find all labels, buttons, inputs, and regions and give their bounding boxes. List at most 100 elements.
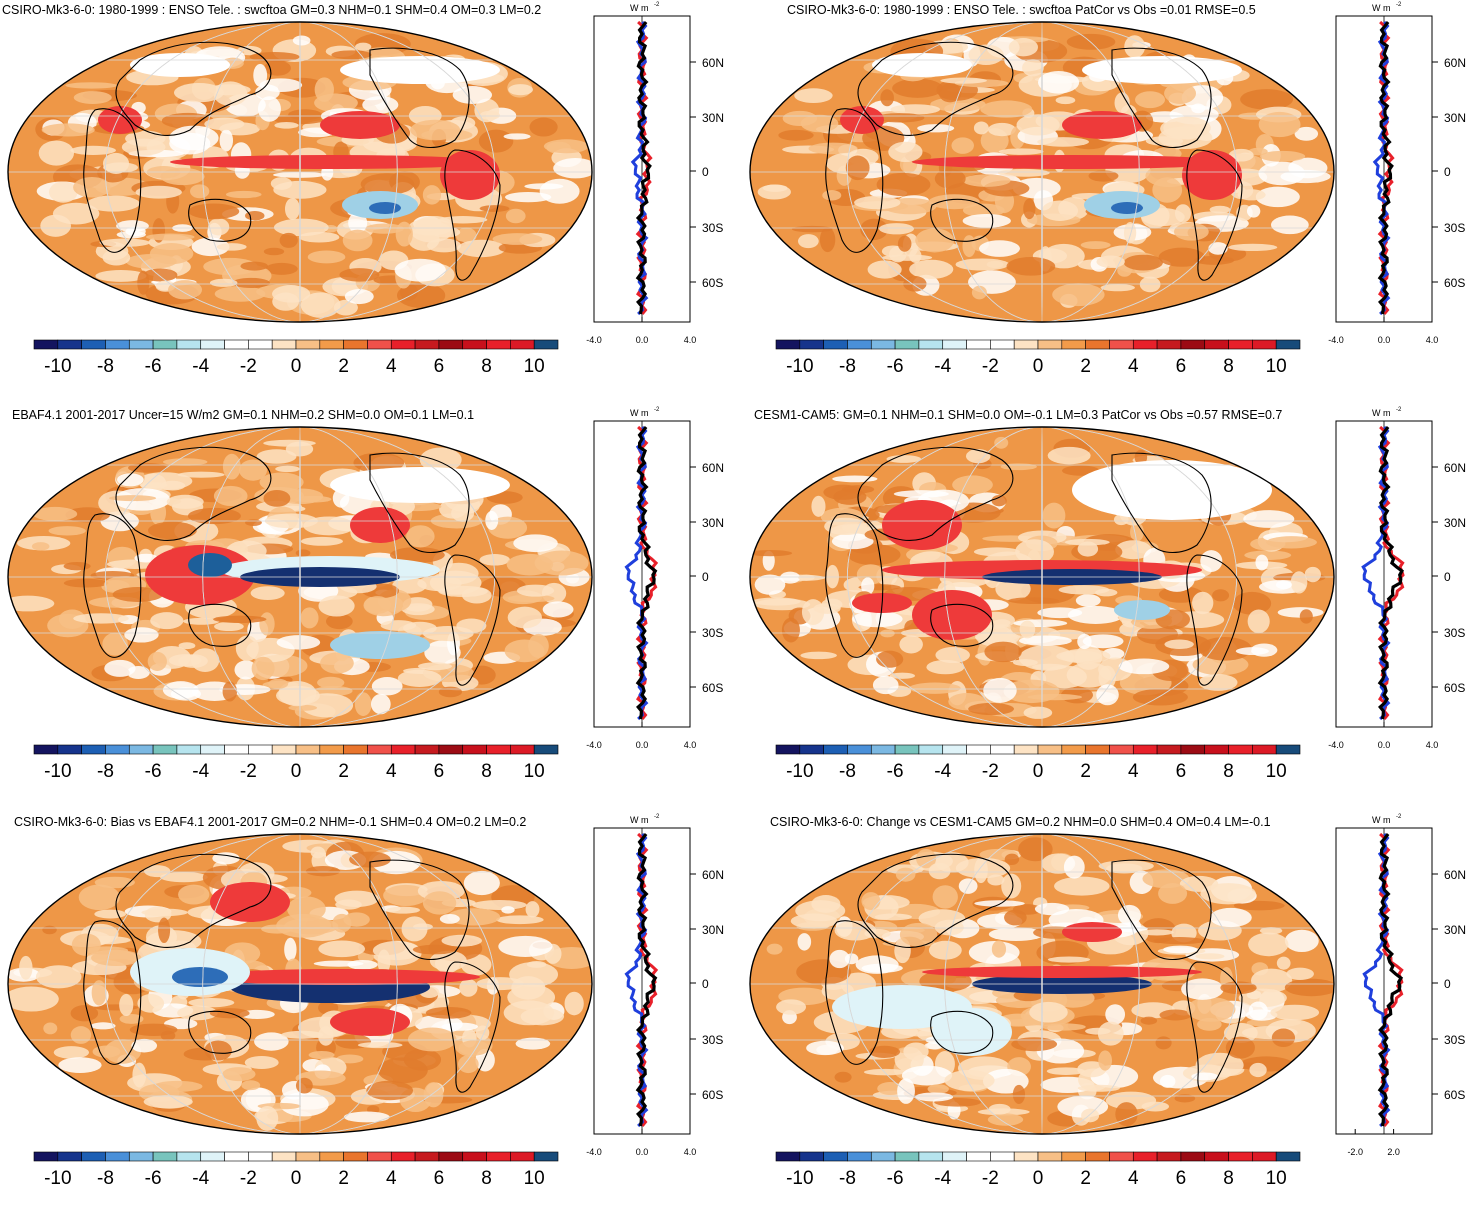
field-patch	[438, 216, 488, 224]
zonal-lat-label: 60N	[702, 56, 724, 70]
field-patch	[915, 228, 955, 253]
colorbar-swatch	[200, 1151, 225, 1162]
colorbar-tick-label: 8	[1223, 356, 1234, 377]
field-patch	[166, 494, 204, 509]
field-patch	[455, 227, 477, 244]
coastline	[930, 1010, 994, 1054]
field-patch	[1192, 591, 1214, 615]
field-patch	[213, 485, 248, 506]
colorbar-tick-label: -6	[887, 1168, 904, 1189]
field-patch	[313, 960, 364, 967]
field-patch	[422, 185, 442, 205]
positive-anomaly	[320, 111, 400, 139]
zonal-lat-label: 0	[702, 570, 709, 584]
field-patch	[284, 937, 297, 962]
map-panel-cesm: CESM1-CAM5: GM=0.1 NHM=0.1 SHM=0.0 OM=-0…	[742, 405, 1483, 800]
field-patch	[268, 678, 289, 689]
colorbar-swatch	[33, 744, 59, 755]
zonal-lat-label: 60N	[1444, 461, 1466, 475]
field-patch	[397, 669, 442, 687]
field-patch	[1098, 1050, 1113, 1071]
zonal-x-label: 4.0	[1426, 740, 1439, 750]
positive-anomaly	[440, 150, 500, 200]
field-patch	[431, 226, 461, 238]
positive-anomaly	[882, 500, 962, 550]
zonal-units: W m	[1372, 3, 1391, 13]
zonal-units: W m	[1372, 815, 1391, 825]
field-patch	[1299, 609, 1313, 624]
zonal-lat-label: 60S	[1444, 681, 1465, 695]
field-patch	[886, 455, 922, 463]
positive-anomaly	[98, 106, 142, 134]
field-patch	[188, 997, 235, 1008]
field-patch	[1082, 634, 1124, 649]
zonal-x-label: -4.0	[1328, 335, 1344, 345]
field-patch	[424, 640, 461, 665]
field-patch	[1223, 1022, 1258, 1043]
colorbar-swatch	[1061, 744, 1086, 755]
colorbar-swatch	[1228, 744, 1253, 755]
field-patch	[371, 693, 391, 715]
field-patch	[876, 172, 931, 197]
field-patch	[1018, 837, 1053, 862]
field-patch	[983, 677, 1017, 703]
zonal-lat-label: 30S	[1444, 1033, 1465, 1047]
zonal-x-label: 2.0	[1387, 1147, 1400, 1157]
field-patch	[1195, 953, 1225, 960]
field-patch	[284, 197, 300, 220]
coastline	[930, 198, 994, 242]
map-panel-bias: CSIRO-Mk3-6-0: Bias vs EBAF4.1 2001-2017…	[0, 812, 741, 1207]
colorbar-tick-label: 0	[291, 1168, 302, 1189]
field-patch	[354, 692, 372, 717]
colorbar-tick-label: 6	[1176, 1168, 1187, 1189]
colorbar-swatch	[462, 1151, 487, 1162]
colorbar-swatch	[1252, 1151, 1277, 1162]
colorbar-swatch	[105, 744, 130, 755]
colorbar-swatch	[33, 1151, 59, 1162]
zonal-x-label: 4.0	[1426, 335, 1439, 345]
colorbar-swatch	[1275, 744, 1301, 755]
field-patch	[1058, 585, 1110, 595]
field-patch	[144, 865, 171, 878]
coastline	[369, 47, 470, 149]
field-patch	[272, 285, 311, 303]
field-patch	[161, 112, 215, 129]
field-patch	[899, 922, 938, 947]
coastline	[857, 41, 1014, 136]
map-field	[8, 427, 592, 727]
field-patch	[422, 891, 457, 915]
field-patch	[750, 550, 793, 557]
colorbar-tick-label: 4	[386, 761, 397, 782]
field-patch	[124, 627, 159, 643]
field-patch	[1080, 241, 1111, 249]
map-panel-change: CSIRO-Mk3-6-0: Change vs CESM1-CAM5 GM=0…	[742, 812, 1483, 1207]
zonal-x-label: 0.0	[1378, 740, 1391, 750]
field-patch	[279, 232, 298, 248]
field-patch	[380, 620, 417, 631]
field-patch	[231, 277, 270, 288]
neutral-patch	[330, 467, 510, 503]
longitude-gridline	[202, 22, 398, 322]
field-patch	[1098, 860, 1154, 872]
field-patch	[553, 158, 592, 179]
field-patch	[1096, 255, 1125, 268]
colorbar-tick-label: -4	[192, 761, 209, 782]
field-patch	[8, 986, 59, 1012]
field-patch	[160, 1030, 176, 1041]
colorbar-swatch	[894, 744, 920, 755]
panel-title: CSIRO-Mk3-6-0: Change vs CESM1-CAM5 GM=0…	[770, 815, 1271, 829]
zonal-lat-label: 30N	[1444, 516, 1466, 530]
field-patch	[191, 237, 230, 257]
field-patch	[417, 662, 452, 671]
field-patch	[1132, 688, 1188, 706]
field-patch	[979, 240, 1020, 257]
colorbar-swatch	[438, 339, 464, 350]
colorbar-swatch	[414, 1151, 440, 1162]
field-patch	[177, 1005, 218, 1021]
field-patch	[65, 82, 118, 89]
coastline	[83, 513, 142, 658]
field-patch	[495, 915, 544, 925]
field-patch	[178, 884, 210, 905]
colorbar-swatch	[533, 744, 559, 755]
colorbar-swatch	[1228, 1151, 1253, 1162]
